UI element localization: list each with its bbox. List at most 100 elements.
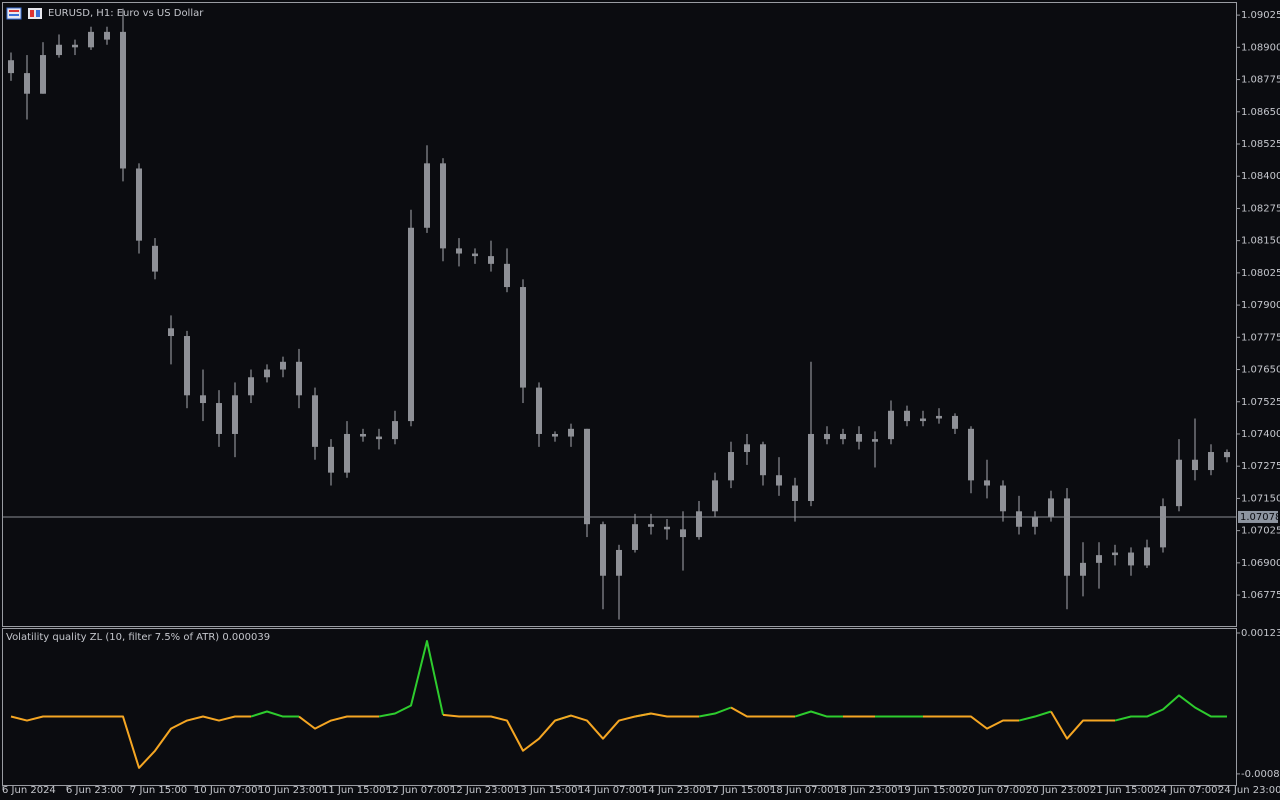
candle-body: [408, 227, 414, 422]
y-tick-label: 1.08650: [1241, 107, 1280, 118]
x-tick-label: 14 Jun 23:00: [642, 785, 706, 796]
candle-body: [568, 428, 574, 437]
candle-body: [328, 446, 334, 473]
candle-body: [696, 511, 702, 538]
y-tick-label: 1.08400: [1241, 171, 1280, 182]
candle-body: [1176, 459, 1182, 507]
candle-body: [904, 410, 910, 422]
chart-title: EURUSD, H1: Euro vs US Dollar: [48, 8, 204, 19]
y-tick-label: 1.06900: [1241, 558, 1280, 569]
candle-body: [184, 336, 190, 396]
x-tick-label: 19 Jun 15:00: [898, 785, 962, 796]
candle-body: [1064, 498, 1070, 576]
y-tick-label: 1.09025: [1241, 10, 1280, 21]
candle-body: [136, 168, 142, 241]
x-tick-label: 20 Jun 07:00: [962, 785, 1026, 796]
candle-body: [1016, 511, 1022, 527]
candle-body: [536, 387, 542, 434]
y-tick-label: 1.07150: [1241, 493, 1280, 504]
candle-body: [872, 439, 878, 442]
icon: [6, 7, 22, 20]
y-tick-label: 1.07900: [1241, 300, 1280, 311]
candle-body: [936, 415, 942, 419]
y-tick-label: 1.08275: [1241, 203, 1280, 214]
candle-body: [1160, 506, 1166, 548]
y-tick-label: 1.08150: [1241, 236, 1280, 247]
x-tick-label: 17 Jun 15:00: [706, 785, 770, 796]
candle-body: [280, 361, 286, 370]
y-tick-label: 1.08525: [1241, 139, 1280, 150]
x-tick-label: 12 Jun 07:00: [386, 785, 450, 796]
y-tick-label: 1.07025: [1241, 526, 1280, 537]
candle-body: [824, 433, 830, 440]
candle-body: [424, 163, 430, 228]
candle-body: [56, 44, 62, 56]
candle-body: [760, 444, 766, 476]
candle-body: [1128, 552, 1134, 566]
candle-body: [40, 55, 46, 94]
candle-body: [1208, 452, 1214, 471]
candle-body: [392, 421, 398, 440]
candle-body: [120, 31, 126, 169]
x-tick-label: 18 Jun 23:00: [834, 785, 898, 796]
candle-body: [248, 377, 254, 396]
candle-body: [1080, 562, 1086, 576]
candle-body: [232, 395, 238, 434]
y-tick-label: 1.08900: [1241, 42, 1280, 53]
y-tick-label: 1.07775: [1241, 332, 1280, 343]
y-tick-label: 1.07525: [1241, 397, 1280, 408]
candle-body: [792, 485, 798, 501]
x-tick-label: 6 Jun 2024: [2, 785, 56, 796]
candle-body: [504, 263, 510, 288]
candle-body: [1096, 555, 1102, 563]
candle-body: [840, 433, 846, 440]
x-tick-label: 20 Jun 23:00: [1026, 785, 1090, 796]
icon: [28, 8, 42, 19]
candle-body: [584, 428, 590, 525]
last-price-tag: [1238, 510, 1278, 523]
candle-body: [456, 248, 462, 254]
symbol-icons: [6, 7, 42, 20]
candle-body: [680, 529, 686, 538]
candle-body: [632, 524, 638, 550]
candle-body: [744, 444, 750, 453]
indicator-line: [10, 706, 1115, 769]
y-tick-label: 1.08025: [1241, 268, 1280, 279]
candle-body: [552, 433, 558, 437]
candle-body: [856, 433, 862, 442]
y-tick-label: 1.07650: [1241, 365, 1280, 376]
candle-body: [520, 287, 526, 388]
y-tick-label: 1.08775: [1241, 75, 1280, 86]
y-tick-label: 0.001235: [1241, 628, 1280, 639]
candle-body: [168, 328, 174, 337]
indicator-panel-frame: [2, 628, 1237, 786]
candle-body: [152, 245, 158, 272]
candle-body: [488, 256, 494, 264]
candle-body: [712, 480, 718, 512]
candle-body: [808, 433, 814, 501]
x-tick-label: 6 Jun 23:00: [66, 785, 123, 796]
candle-body: [1000, 485, 1006, 512]
candle-body: [72, 44, 78, 48]
icon: [9, 10, 19, 12]
y-tick-label: 1.07400: [1241, 429, 1280, 440]
last-price-label: 1.07078: [1240, 512, 1280, 523]
candle-body: [888, 410, 894, 440]
x-tick-label: 13 Jun 15:00: [514, 785, 578, 796]
x-tick-label: 24 Jun 07:00: [1154, 785, 1218, 796]
y-tick-label: 1.07275: [1241, 461, 1280, 472]
candle-body: [312, 395, 318, 447]
candle-body: [648, 524, 654, 527]
x-tick-label: 10 Jun 23:00: [258, 785, 322, 796]
x-tick-label: 24 Jun 23:00: [1218, 785, 1280, 796]
x-tick-label: 11 Jun 15:00: [322, 785, 386, 796]
candle-body: [264, 369, 270, 378]
candle-body: [472, 253, 478, 257]
candle-body: [200, 395, 206, 404]
main-panel-frame: [2, 2, 1237, 627]
x-tick-label: 14 Jun 07:00: [578, 785, 642, 796]
candle-body: [1144, 547, 1150, 566]
candle-body: [1032, 516, 1038, 527]
